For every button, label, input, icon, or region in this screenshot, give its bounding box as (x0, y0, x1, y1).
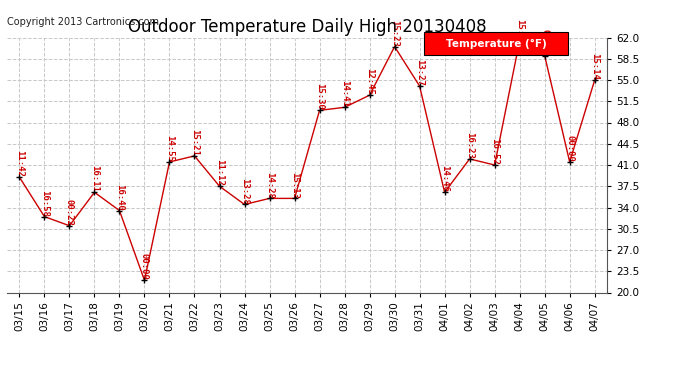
Text: 15:13: 15:13 (290, 171, 299, 198)
Text: 16:40: 16:40 (115, 184, 124, 210)
Text: 11:12: 11:12 (215, 159, 224, 186)
Text: 15:14: 15:14 (590, 53, 599, 80)
Text: 14:41: 14:41 (340, 81, 349, 107)
Text: Copyright 2013 Cartronics.com: Copyright 2013 Cartronics.com (7, 17, 159, 27)
Text: 15:23: 15:23 (390, 20, 399, 46)
Text: 11:42: 11:42 (15, 150, 24, 177)
Text: 13:27: 13:27 (415, 59, 424, 86)
Text: 16:23: 16:23 (465, 132, 474, 159)
Text: 14:46: 14:46 (440, 165, 449, 192)
Text: 00:00: 00:00 (540, 29, 549, 56)
Text: 00:22: 00:22 (65, 199, 74, 226)
Text: 15:30: 15:30 (315, 84, 324, 110)
Text: 15:21: 15:21 (190, 129, 199, 156)
Text: 00:00: 00:00 (140, 254, 149, 280)
Text: 13:28: 13:28 (240, 178, 249, 204)
Text: 16:58: 16:58 (40, 190, 49, 217)
Text: 15:7: 15:7 (515, 19, 524, 40)
Text: 14:55: 14:55 (165, 135, 174, 162)
FancyBboxPatch shape (424, 32, 568, 56)
Text: 16:52: 16:52 (490, 138, 499, 165)
Text: Temperature (°F): Temperature (°F) (446, 39, 546, 49)
Text: 00:00: 00:00 (565, 135, 574, 162)
Text: 12:45: 12:45 (365, 68, 374, 95)
Text: 16:11: 16:11 (90, 165, 99, 192)
Text: 14:28: 14:28 (265, 171, 274, 198)
Title: Outdoor Temperature Daily High 20130408: Outdoor Temperature Daily High 20130408 (128, 18, 486, 36)
